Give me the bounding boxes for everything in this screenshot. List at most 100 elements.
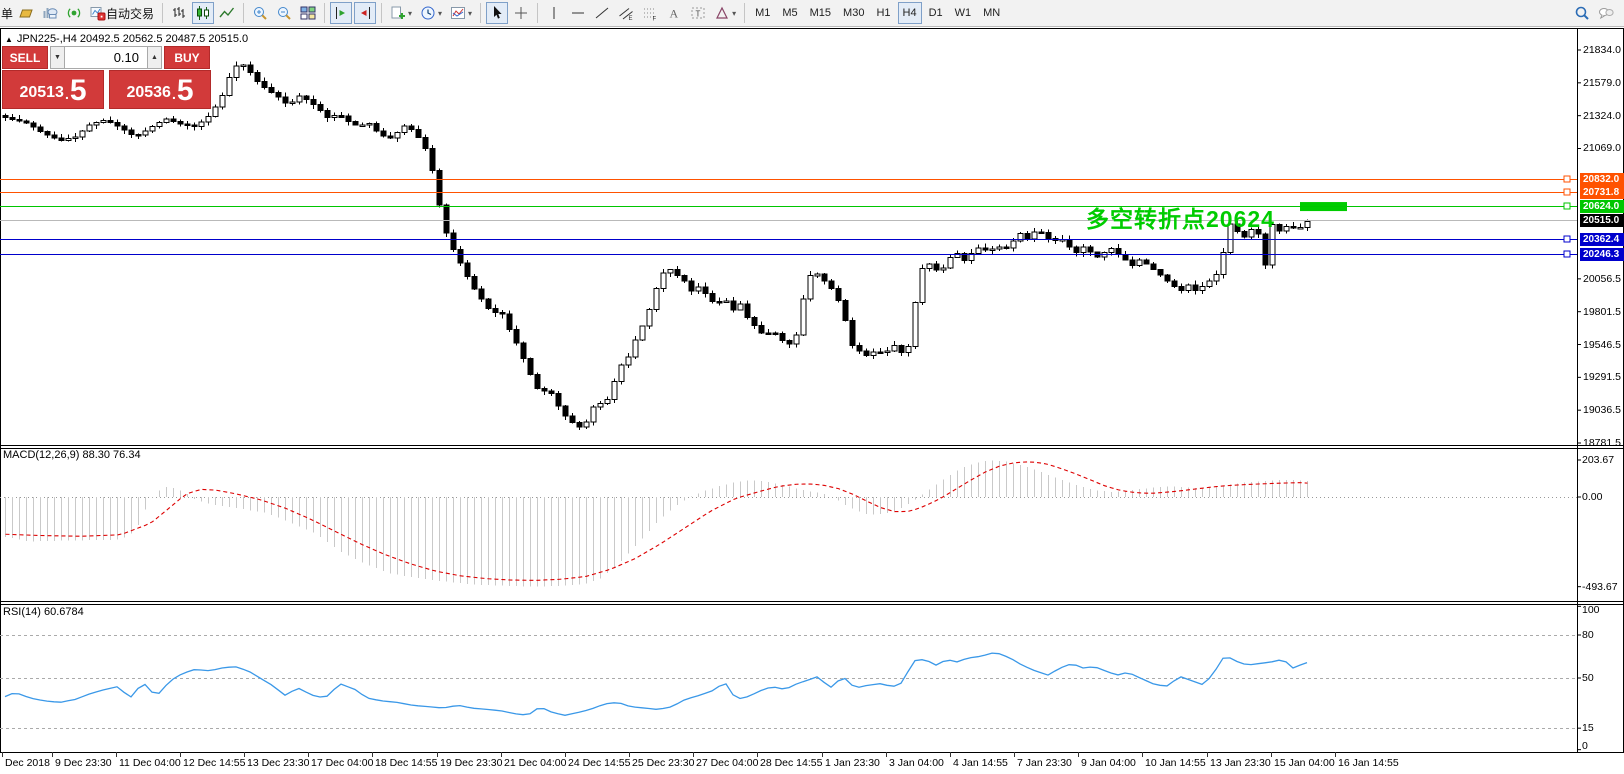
svg-text:E: E xyxy=(629,16,633,21)
dropdown-arrow-icon: ▾ xyxy=(408,8,413,18)
timeframe-d1[interactable]: D1 xyxy=(928,7,943,19)
autotrading-icon xyxy=(90,5,106,21)
toolbar-separator xyxy=(480,3,482,23)
toolbar-separator xyxy=(324,3,326,23)
line-chart-icon xyxy=(219,5,235,21)
cursor-icon xyxy=(489,5,505,21)
label-icon: T xyxy=(690,5,706,21)
label-icon[interactable]: T xyxy=(687,2,709,24)
chart-shift-icon[interactable] xyxy=(330,2,353,24)
periodicity-icon[interactable]: ▾ xyxy=(417,2,445,24)
signals-icon xyxy=(66,5,82,21)
volume-down-button[interactable]: ▼ xyxy=(50,46,65,69)
search-icon[interactable] xyxy=(1571,2,1593,24)
toolbar-separator xyxy=(162,3,164,23)
sell-button[interactable]: SELL xyxy=(2,46,48,69)
chart-shift-icon xyxy=(333,5,349,21)
new-order-icon[interactable]: ▾ xyxy=(387,2,415,24)
cursor-icon[interactable] xyxy=(486,2,509,24)
search-icon xyxy=(1574,5,1590,21)
bar-chart-icon[interactable] xyxy=(168,2,190,24)
text-icon: A xyxy=(666,5,682,21)
toolbar-separator xyxy=(537,3,539,23)
buy-button[interactable]: BUY xyxy=(164,46,210,69)
crosshair-icon[interactable] xyxy=(510,2,532,24)
line-chart-icon[interactable] xyxy=(216,2,238,24)
zoom-out-icon xyxy=(276,5,292,21)
svg-text:F: F xyxy=(653,17,657,22)
shapes-icon[interactable]: ▾ xyxy=(711,2,739,24)
trendline-icon xyxy=(594,5,610,21)
line-endpoint-marker xyxy=(1563,202,1571,210)
charts-cloud-icon[interactable] xyxy=(39,2,61,24)
candlestick-icon[interactable] xyxy=(192,2,215,24)
horizontal-line-icon[interactable] xyxy=(567,2,589,24)
toolbar-separator xyxy=(243,3,245,23)
svg-text:T: T xyxy=(696,10,701,19)
trendline-icon[interactable] xyxy=(591,2,613,24)
periodicity-icon xyxy=(420,5,436,21)
new-order-partial: 单 xyxy=(1,6,14,21)
rsi-line xyxy=(4,652,1308,716)
line-endpoint-marker xyxy=(1563,188,1571,196)
bar-chart-icon xyxy=(171,5,187,21)
line-endpoint-marker xyxy=(1563,235,1571,243)
autotrading-label: 自动交易 xyxy=(106,6,155,21)
volume-up-button[interactable]: ▲ xyxy=(147,46,162,69)
chart-profile-icon[interactable] xyxy=(15,2,37,24)
dropdown-arrow-icon: ▾ xyxy=(468,8,473,18)
text-icon[interactable]: A xyxy=(663,2,685,24)
tile-windows-icon[interactable] xyxy=(297,2,319,24)
templates-icon[interactable]: ▾ xyxy=(447,2,475,24)
toolbar-separator xyxy=(744,3,746,23)
zoom-in-icon[interactable] xyxy=(249,2,271,24)
chat-icon xyxy=(1598,5,1614,21)
candlestick-icon xyxy=(195,5,211,21)
line-endpoint-marker xyxy=(1563,175,1571,183)
dropdown-arrow-icon: ▾ xyxy=(732,8,737,18)
sell-price-panel[interactable]: 20513 . 5 xyxy=(2,70,104,109)
one-click-trade-panel: SELL ▼ 0.10 ▲ BUY 20513 . 5 20536 . 5 xyxy=(2,46,212,109)
crosshair-icon xyxy=(513,5,529,21)
timeframe-mn[interactable]: MN xyxy=(983,7,1001,19)
timeframe-h4[interactable]: H4 xyxy=(897,2,922,24)
main-toolbar: 单 自动交易 ▾ ▾ ▾ E F A T ▾ M1 M5 M15 M30 H1 H4 D1 W1 MN xyxy=(0,0,1624,27)
fibonacci-icon[interactable]: F xyxy=(639,2,661,24)
signals-icon[interactable] xyxy=(63,2,85,24)
chat-icon[interactable] xyxy=(1595,2,1617,24)
new-order-icon xyxy=(390,5,406,21)
chart-profile-icon xyxy=(18,5,34,21)
charts-cloud-icon xyxy=(42,5,58,21)
timeframe-m1[interactable]: M1 xyxy=(755,7,771,19)
timeframe-m5[interactable]: M5 xyxy=(782,7,798,19)
macd-histogram xyxy=(5,460,1308,587)
shapes-icon xyxy=(714,5,730,21)
svg-text:A: A xyxy=(670,7,679,21)
timeframe-h1[interactable]: H1 xyxy=(876,7,891,19)
channel-icon[interactable]: E xyxy=(615,2,637,24)
buy-price-panel[interactable]: 20536 . 5 xyxy=(109,70,211,109)
timeframe-m30[interactable]: M30 xyxy=(843,7,865,19)
autotrading-icon[interactable]: 自动交易 xyxy=(87,2,157,24)
fibonacci-icon: F xyxy=(642,5,658,21)
timeframe-w1[interactable]: W1 xyxy=(954,7,972,19)
zoom-out-icon[interactable] xyxy=(273,2,295,24)
tile-windows-icon xyxy=(300,5,316,21)
zoom-in-icon xyxy=(252,5,268,21)
volume-input[interactable]: 0.10 xyxy=(65,46,147,69)
vertical-line-icon xyxy=(546,5,562,21)
channel-icon: E xyxy=(618,5,634,21)
toolbar-separator xyxy=(381,3,383,23)
macd-signal-line xyxy=(5,461,1308,581)
timeframe-m15[interactable]: M15 xyxy=(809,7,832,19)
line-endpoint-marker xyxy=(1563,250,1571,258)
auto-scroll-icon xyxy=(357,5,373,21)
vertical-line-icon[interactable] xyxy=(543,2,565,24)
dropdown-arrow-icon: ▾ xyxy=(438,8,443,18)
auto-scroll-icon[interactable] xyxy=(354,2,377,24)
horizontal-line-icon xyxy=(570,5,586,21)
candlestick-series xyxy=(2,61,1311,430)
templates-icon xyxy=(450,5,466,21)
